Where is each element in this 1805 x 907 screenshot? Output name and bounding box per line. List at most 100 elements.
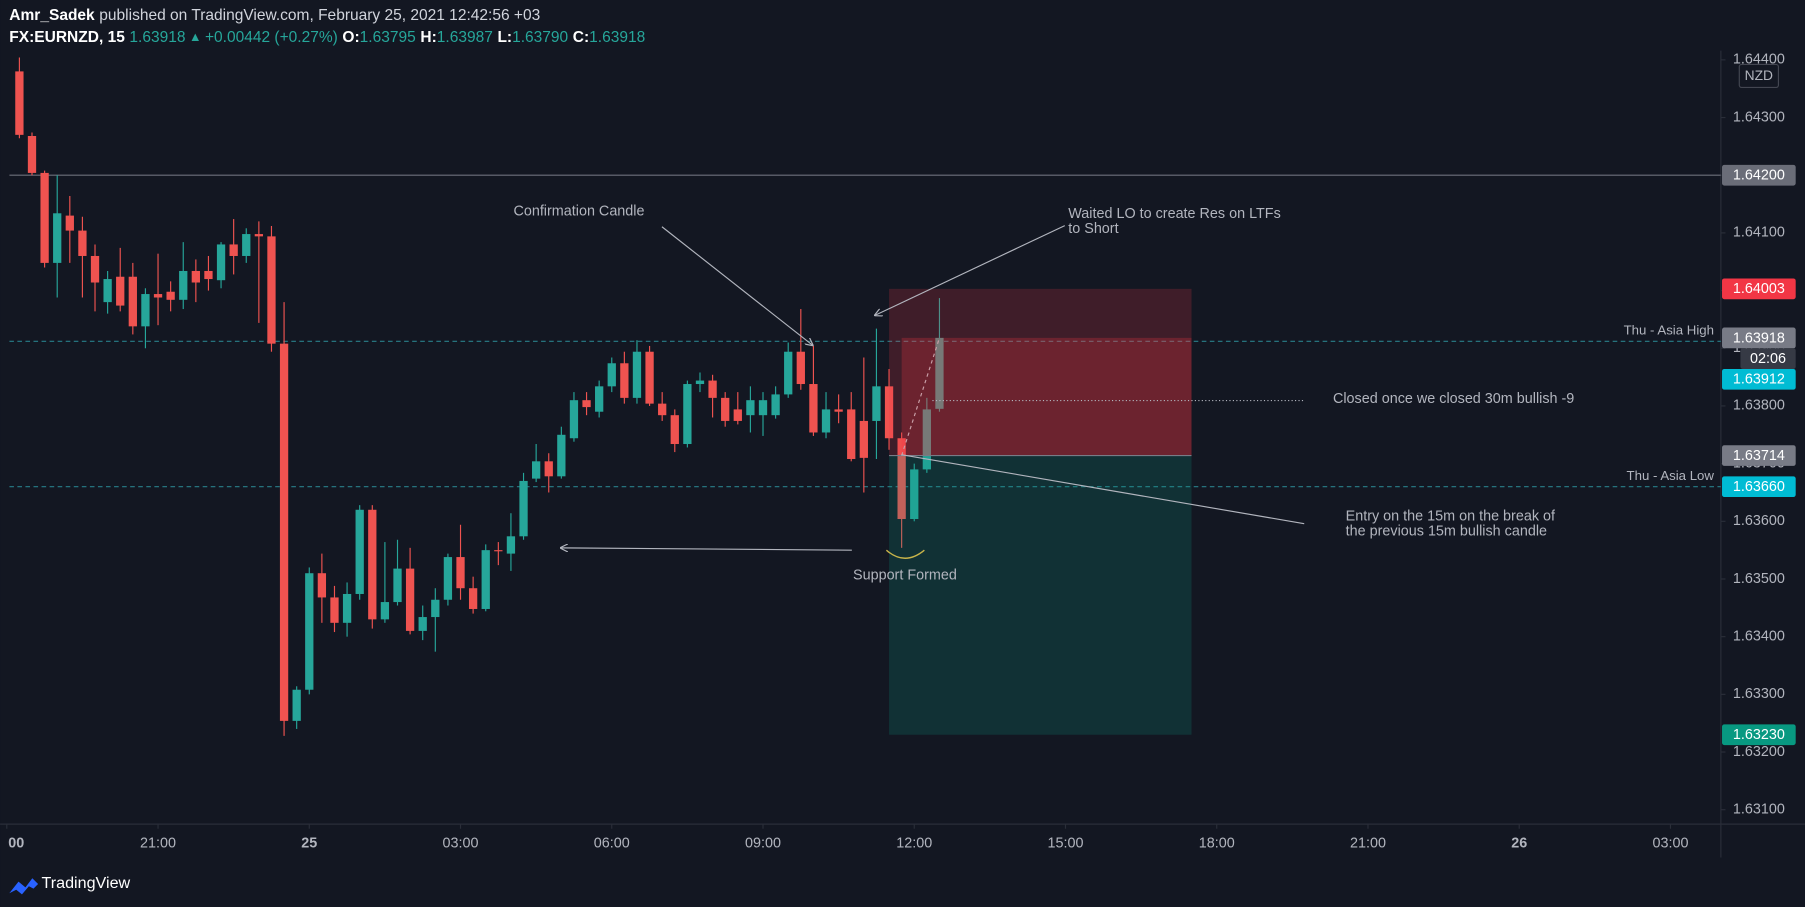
candle-body xyxy=(758,400,768,416)
x-tick-label: 09:00 xyxy=(745,835,781,851)
annotation: Entry on the 15m on the break of xyxy=(1346,509,1556,525)
price-label-box xyxy=(1722,724,1796,746)
price-label-box xyxy=(1722,368,1796,390)
price-label-text: 1.64003 xyxy=(1733,281,1785,297)
low-label: L: xyxy=(497,29,512,46)
candle-body xyxy=(317,573,327,598)
brand-logo[interactable]: TradingView xyxy=(9,874,131,895)
y-tick-label: 1.64100 xyxy=(1733,225,1785,241)
y-tick-label: 1.63100 xyxy=(1733,802,1785,818)
symbol-line: FX:EURNZD, 15 1.63918 ▲ +0.00442 (+0.27%) O:… xyxy=(9,29,645,46)
price-label-text: 1.63714 xyxy=(1733,448,1785,464)
price-label-box xyxy=(1722,278,1796,300)
y-tick-label: 1.63500 xyxy=(1733,571,1785,587)
candle-body xyxy=(607,363,616,387)
y-tick-label: 1.64400 xyxy=(1733,52,1785,68)
target-zone xyxy=(889,455,1192,735)
candle-body xyxy=(456,557,465,589)
y-tick-label: 1.63200 xyxy=(1733,744,1785,760)
price-label-box xyxy=(1722,445,1796,466)
annotation: Support Formed xyxy=(853,567,957,583)
candle-body xyxy=(380,602,390,620)
price-label-text: 1.63912 xyxy=(1733,372,1785,388)
annotation: Confirmation Candle xyxy=(513,204,644,220)
support-arc xyxy=(885,549,925,559)
candle-body xyxy=(128,276,137,327)
candle-body xyxy=(116,276,125,306)
candle-body xyxy=(405,568,415,631)
price-label: 1.64200 xyxy=(1722,164,1796,186)
stop-zone xyxy=(889,288,1192,456)
currency-box[interactable] xyxy=(1738,63,1779,89)
y-tick-label: 1.63300 xyxy=(1733,686,1785,702)
publish-line: Amr_Sadek published on TradingView.com, F… xyxy=(9,7,540,24)
price-label-text: 1.64200 xyxy=(1733,168,1785,184)
candle-body xyxy=(557,434,566,477)
price-label-text: 1.63230 xyxy=(1733,727,1785,743)
close-label: C: xyxy=(573,29,589,46)
symbol: FX:EURNZD, 15 xyxy=(9,29,125,46)
price-label-text: 1.63918 xyxy=(1733,330,1785,346)
candle-body xyxy=(267,236,276,344)
plot-area xyxy=(9,57,1721,736)
candle-body xyxy=(103,279,112,303)
author: Amr_Sadek xyxy=(9,7,95,24)
candle-body xyxy=(771,394,780,416)
candle-body xyxy=(90,255,100,283)
candle-body xyxy=(78,230,87,256)
candle-body xyxy=(809,384,818,433)
change-arrow: ▲ xyxy=(189,30,202,44)
candle-body xyxy=(834,409,843,412)
x-tick-label: 06:00 xyxy=(594,835,630,851)
x-tick-label: 21:00 xyxy=(140,835,176,851)
candle-body xyxy=(620,363,629,398)
annotation-arrow xyxy=(561,548,852,550)
candle-body xyxy=(254,234,264,237)
candle-body xyxy=(569,400,579,439)
candle-body xyxy=(292,689,301,721)
candle-body xyxy=(153,294,163,298)
candle-body xyxy=(935,337,944,409)
brand: TradingView xyxy=(42,874,131,892)
candle-body xyxy=(141,294,150,327)
x-tick-label: 21:00 xyxy=(1350,835,1386,851)
candle-body xyxy=(431,599,440,618)
candle-body xyxy=(166,291,175,300)
candle-body xyxy=(922,409,931,470)
candle-body xyxy=(733,409,742,421)
x-tick-label: 26 xyxy=(1511,835,1527,851)
open-value: 1.63795 xyxy=(360,29,416,46)
candle-body xyxy=(242,234,251,256)
countdown-box xyxy=(1740,348,1796,369)
y-tick-label: 1.64300 xyxy=(1733,109,1785,125)
candle-body xyxy=(884,386,894,439)
change: +0.00442 (+0.27%) xyxy=(205,29,338,46)
candle-body xyxy=(229,244,238,256)
price-label-box xyxy=(1722,476,1796,498)
candle-body xyxy=(179,270,188,300)
high-value: 1.63987 xyxy=(437,29,493,46)
last-price: 1.63918 xyxy=(129,29,185,46)
annotation-arrow xyxy=(661,226,813,346)
annotation: Closed once we closed 30m bullish -9 xyxy=(1333,391,1574,407)
price-label: 1.64003 xyxy=(1722,278,1796,300)
candle-body xyxy=(519,480,528,537)
candle-body xyxy=(468,588,478,609)
candle-body xyxy=(368,509,377,620)
candle-body xyxy=(632,351,642,398)
candle-body xyxy=(821,409,831,433)
candle-body xyxy=(847,409,856,460)
y-tick-label: 1.63800 xyxy=(1733,398,1785,414)
candle-body xyxy=(279,343,289,721)
candle-body xyxy=(481,550,490,609)
published: published on TradingView.com, February 2… xyxy=(99,7,540,24)
annotation: to Short xyxy=(1068,221,1118,237)
countdown: 02:06 xyxy=(1750,351,1786,367)
candle-body xyxy=(330,597,339,623)
candle-body xyxy=(582,400,591,408)
candle-body xyxy=(342,593,352,623)
candle-body xyxy=(645,351,654,404)
candle-body xyxy=(721,397,730,421)
candle-body xyxy=(53,213,62,263)
